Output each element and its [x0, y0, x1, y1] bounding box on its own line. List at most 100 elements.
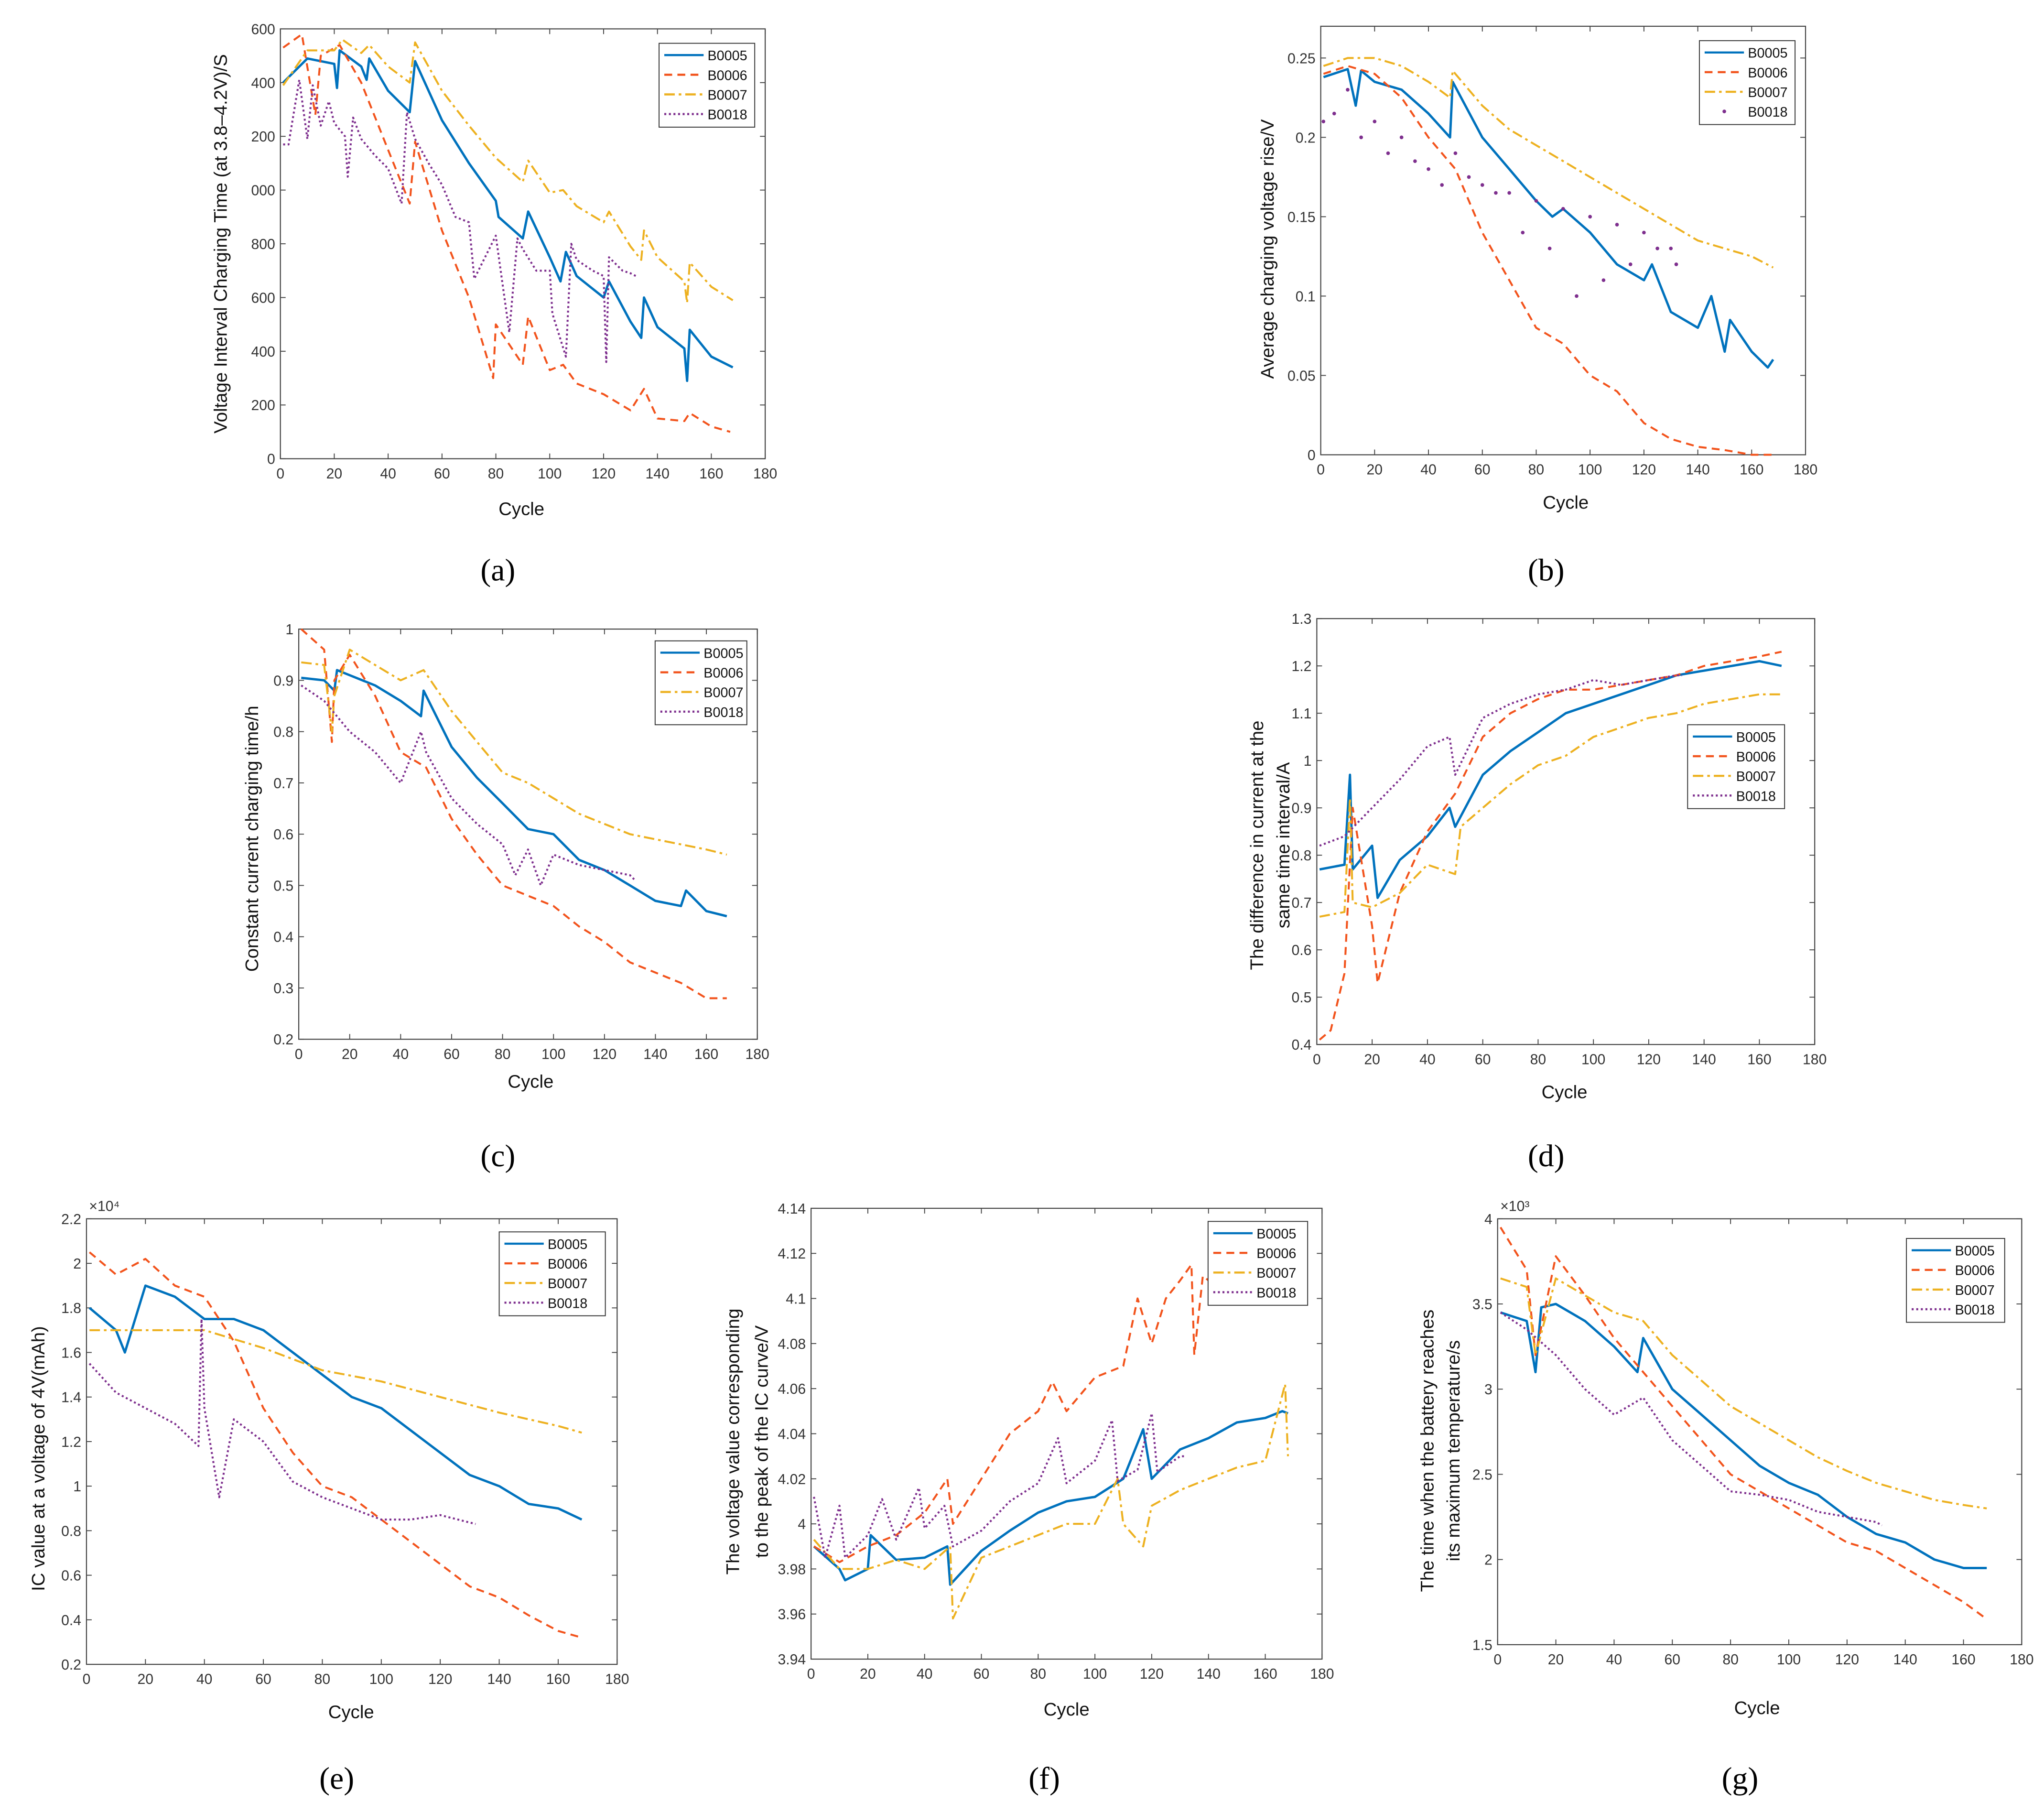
y-tick-label: 4.12 [778, 1246, 806, 1262]
x-tick-label: 100 [369, 1672, 393, 1687]
x-tick-label: 0 [295, 1046, 303, 1062]
x-axis-label: Cycle [1542, 1082, 1588, 1103]
data-point-B0018 [1413, 159, 1417, 163]
legend-label: B0005 [708, 48, 747, 64]
y-exponent-label: ×10³ [1500, 1198, 1529, 1214]
x-tick-label: 100 [1581, 1052, 1605, 1067]
x-tick-label: 0 [83, 1672, 91, 1687]
data-point-B0018 [1547, 246, 1552, 250]
data-point-B0018 [1494, 191, 1498, 195]
y-tick-label: 4.14 [778, 1201, 806, 1217]
data-point-B0018 [1427, 167, 1430, 171]
x-tick-label: 160 [546, 1672, 570, 1687]
y-tick-label: 0.15 [1287, 209, 1316, 225]
chart-panel-g: 0 20 40 60 80 100 120 140 160 180 1.5 2 2.5 3 3.5 4 ×10³… [1417, 1198, 2033, 1796]
x-tick-label: 60 [1475, 1052, 1491, 1067]
panel-caption: (f) [1028, 1761, 1060, 1796]
y-tick-label: 2.5 [1472, 1467, 1492, 1483]
x-tick-label: 140 [643, 1046, 667, 1062]
x-tick-label: 100 [1777, 1652, 1801, 1668]
x-tick-label: 80 [1030, 1666, 1047, 1682]
y-tick-label: 0.8 [1292, 848, 1312, 864]
x-tick-label: 120 [593, 1046, 616, 1062]
x-tick-label: 0 [1313, 1052, 1321, 1067]
y-tick-label: 0.05 [1287, 368, 1316, 384]
y-tick-label: 800 [251, 237, 275, 252]
y-tick-label: 600 [251, 22, 275, 37]
series-line-B0007 [89, 1329, 582, 1434]
y-tick-label: 4.08 [778, 1336, 806, 1352]
x-tick-label: 0 [276, 466, 284, 482]
y-axis-label: The time when the battery reaches [1417, 1310, 1438, 1592]
data-point-B0018 [1561, 206, 1565, 211]
x-tick-label: 40 [393, 1046, 409, 1062]
legend-label: B0006 [1955, 1263, 1995, 1279]
y-tick-label: 4 [1484, 1212, 1492, 1227]
y-tick-label: 200 [251, 398, 275, 413]
legend-marker-B0018 [1722, 109, 1726, 113]
x-tick-label: 40 [380, 466, 396, 482]
x-tick-label: 80 [314, 1672, 331, 1687]
legend-label: B0005 [703, 646, 743, 661]
x-tick-label: 140 [646, 466, 670, 482]
x-tick-label: 20 [860, 1666, 876, 1682]
x-tick-label: 160 [1747, 1052, 1771, 1067]
x-tick-label: 180 [1310, 1666, 1334, 1682]
y-axis-label: same time interval/A [1273, 762, 1294, 928]
chart-panel-b: 0 20 40 60 80 100 120 140 160 180 0 0.05 0.1 0.15 0.2 0… [1257, 25, 1817, 588]
series-line-B0007 [813, 1383, 1289, 1620]
series-line-B0007 [1500, 1277, 1987, 1509]
y-axis-label: The voltage value corresponding [723, 1309, 743, 1575]
y-tick-label: 0.7 [1292, 895, 1312, 911]
y-tick-label: 0.4 [273, 930, 293, 945]
data-point-B0018 [1601, 278, 1606, 282]
x-tick-label: 80 [1530, 1052, 1547, 1067]
x-tick-label: 20 [1367, 462, 1383, 478]
x-tick-label: 140 [1197, 1666, 1221, 1682]
data-point-B0018 [1346, 87, 1350, 92]
series-line-B0007 [282, 38, 734, 304]
data-point-B0018 [1588, 215, 1592, 219]
x-tick-label: 140 [1893, 1652, 1917, 1668]
legend-label: B0007 [1736, 769, 1776, 784]
x-tick-label: 80 [495, 1046, 511, 1062]
series-line-B0018 [301, 684, 636, 887]
data-point-B0018 [1440, 183, 1444, 187]
legend-label: B0006 [703, 666, 743, 681]
y-tick-label: 0.5 [1292, 990, 1312, 1006]
legend-label: B0006 [1748, 65, 1787, 81]
chart-panel-a: 0 20 40 60 80 100 120 140 160 180 0 200 400 600 800 000… [210, 22, 777, 587]
data-point-B0018 [1521, 230, 1525, 235]
x-tick-label: 140 [1686, 462, 1709, 478]
legend-label: B0007 [1748, 85, 1787, 100]
legend-label: B0005 [1748, 46, 1787, 61]
y-tick-label: 0.9 [1292, 801, 1312, 816]
series-line-B0006 [282, 33, 731, 433]
data-point-B0018 [1332, 111, 1336, 116]
legend-label: B0007 [703, 685, 743, 701]
y-tick-label: 0.6 [61, 1568, 81, 1584]
y-axis-label: Constant current charging time/h [242, 706, 262, 972]
y-tick-label: 3.96 [778, 1607, 806, 1623]
legend [498, 1231, 606, 1316]
y-tick-label: 400 [251, 344, 275, 360]
x-tick-label: 100 [1083, 1666, 1107, 1682]
legend-label: B0018 [708, 108, 747, 123]
y-tick-label: 4.1 [786, 1292, 806, 1307]
chart-panel-d: 0 20 40 60 80 100 120 140 160 180 0.4 0.5 0.6 0.7 0.8 0… [1247, 611, 1827, 1173]
x-tick-label: 120 [428, 1672, 452, 1687]
x-tick-label: 180 [2010, 1652, 2033, 1668]
panel-caption: (c) [480, 1139, 515, 1173]
x-tick-label: 60 [1474, 462, 1491, 478]
y-axis-label: Average charging voltage rise/V [1257, 119, 1278, 379]
x-tick-label: 140 [487, 1672, 511, 1687]
y-tick-label: 0.1 [1296, 289, 1316, 304]
y-tick-label: 0.8 [61, 1523, 81, 1539]
x-tick-label: 120 [1835, 1652, 1859, 1668]
x-tick-label: 40 [1606, 1652, 1622, 1668]
legend [1698, 40, 1796, 125]
data-point-B0018 [1615, 223, 1619, 227]
y-tick-label: 2 [73, 1256, 81, 1272]
chart-panel-e: 0 20 40 60 80 100 120 140 160 180 0.2 0.4 0.6 0.8 1 1.2… [28, 1198, 629, 1796]
